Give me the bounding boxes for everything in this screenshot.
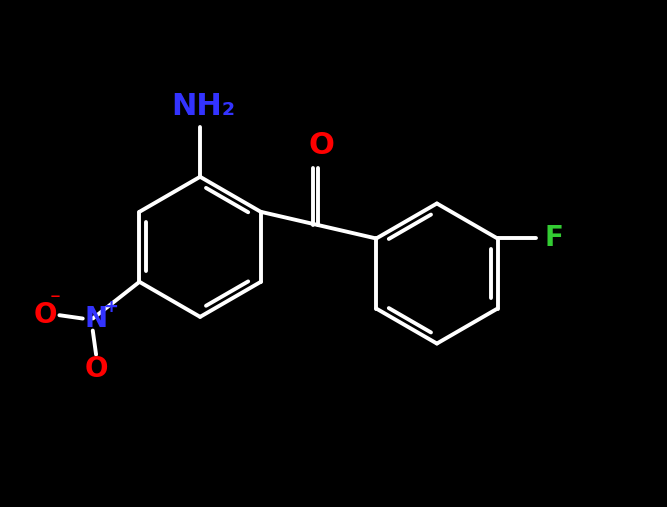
Text: O: O (84, 354, 108, 383)
Text: +: + (103, 298, 118, 315)
Text: N: N (85, 305, 107, 333)
Text: F: F (544, 225, 563, 252)
Text: O: O (309, 131, 335, 160)
Text: ⁻: ⁻ (50, 291, 61, 310)
Text: O: O (33, 301, 57, 329)
Text: NH₂: NH₂ (171, 92, 235, 122)
